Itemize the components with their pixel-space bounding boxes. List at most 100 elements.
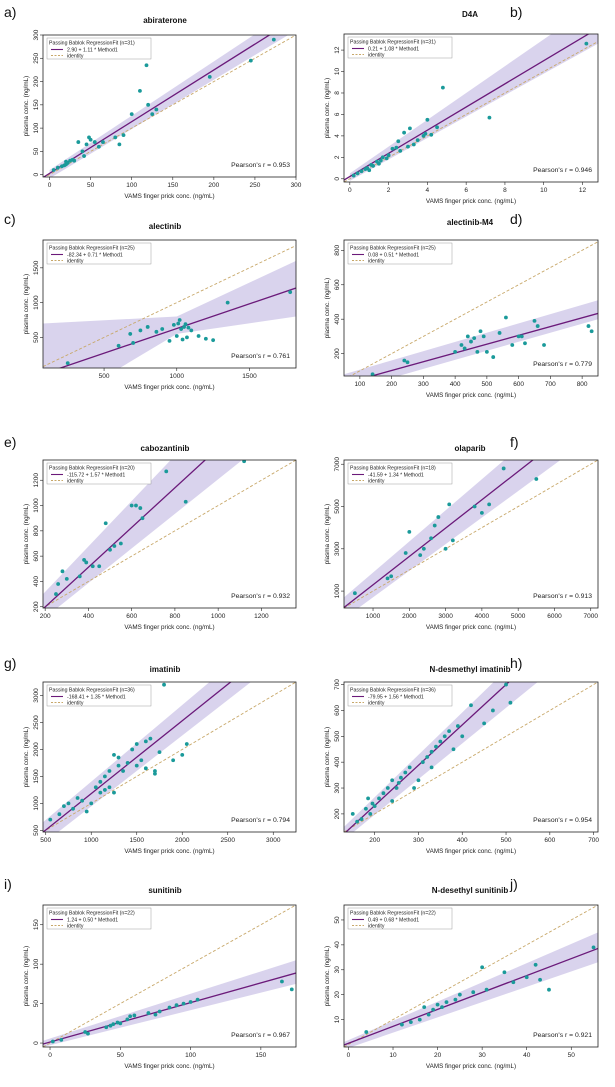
data-point [134,763,139,768]
plot-area [43,682,296,832]
data-point [80,798,85,803]
data-point [366,796,370,801]
data-point [435,1002,440,1007]
pearson-r: Pearson's r = 0.913 [533,593,592,600]
data-point [174,1003,179,1008]
data-point [188,1000,193,1004]
data-point [98,790,103,795]
identity-line [344,682,598,832]
data-point [138,506,143,510]
x-tick-label: 600 [126,613,137,620]
legend: Passing Bablok RegressionFit (n=31)2.90 … [46,37,152,59]
panel-a: a) abiraterone 0 50 100 150 200 250 300 0 50 100 150… [4,4,302,200]
y-tick-label: 0 [33,1041,40,1045]
pearson-r: Pearson's r = 0.954 [533,817,592,824]
data-point [497,331,502,335]
data-point [116,763,121,768]
pearson-r: Pearson's r = 0.932 [231,593,290,600]
data-point [426,1012,431,1017]
data-point [487,115,492,120]
data-point [181,1001,186,1006]
data-point [92,140,97,144]
regression-line [43,35,271,177]
chart-title: D4A [462,10,478,19]
data-point [378,158,383,163]
data-point [436,515,441,519]
data-point [403,770,408,775]
y-tick-label: 8 [334,91,341,95]
x-tick-label: 600 [544,837,555,844]
legend-entry-regression: 0.49 + 0.68 * Method1 [368,917,419,923]
data-point [164,469,169,474]
data-point [180,337,185,342]
data-point [128,332,133,336]
regression-line [43,682,232,832]
data-point [242,460,247,464]
chart-title: alectinib-M4 [447,218,494,227]
y-tick-label: 2 [334,155,341,159]
data-point [502,970,507,975]
data-point [429,536,433,541]
x-tick-label: 10 [389,1052,397,1059]
legend-entry-regression: -115.72 + 1.57 * Method1 [67,472,125,478]
legend-box [46,907,152,930]
pearson-r: Pearson's r = 0.953 [231,162,290,169]
confidence-band [43,682,251,832]
y-tick-label: 700 [334,679,341,690]
data-point [143,739,148,744]
data-point [534,477,539,481]
data-point [54,592,58,596]
data-point [82,558,86,562]
x-tick-label: 7000 [584,613,599,620]
x-tick-label: 4000 [475,613,490,620]
data-point [271,37,276,42]
y-axis-label: plasma conc. (ng/mL) [23,504,30,565]
plot-frame [42,904,297,1048]
data-point [472,336,477,341]
data-point [538,977,542,982]
data-point [80,149,85,154]
plot-frame [42,239,297,369]
x-tick-label: 500 [99,373,110,380]
data-point [405,360,410,365]
panel-label: g) [4,655,16,671]
y-tick-label: 6 [334,112,341,116]
x-tick-label: 200 [40,613,51,620]
data-point [444,1000,449,1005]
legend-entry-regression: -41.59 + 1.34 * Method1 [368,472,424,478]
x-tick-label: 250 [249,182,260,189]
data-point [183,322,188,327]
x-tick-label: 1000 [84,837,99,844]
data-point [524,975,529,980]
y-tick-label: 3000 [33,688,40,703]
x-tick-label: 500 [40,837,51,844]
data-point [501,466,506,471]
x-tick-label: 600 [513,381,524,388]
x-tick-label: 4 [426,187,430,194]
x-tick-label: 300 [291,182,302,189]
data-point [183,499,188,504]
data-point [48,817,53,822]
data-point [139,758,144,763]
legend-title: Passing Bablok RegressionFit (n=25) [350,246,436,252]
legend-entry-regression: -82.34 + 0.71 * Method1 [67,252,123,258]
data-point [65,361,70,366]
plot-area [43,245,296,368]
data-point [64,162,68,167]
x-tick-label: 0 [48,182,52,189]
y-tick-label: 50 [33,147,40,155]
legend-box [46,462,152,485]
x-axis-label: VAMS finger prick conc. (ng/mL) [124,193,214,200]
data-point [171,322,176,327]
data-point [103,521,108,526]
data-point [491,355,496,359]
data-point [157,750,162,755]
x-axis-label: VAMS finger prick conc. (ng/mL) [124,1063,214,1070]
data-point [102,788,107,792]
x-tick-label: 200 [208,182,219,189]
confidence-band [344,682,538,832]
data-point [418,553,423,558]
data-point [415,138,420,143]
y-axis-label: plasma conc. (ng/mL) [324,946,331,1007]
